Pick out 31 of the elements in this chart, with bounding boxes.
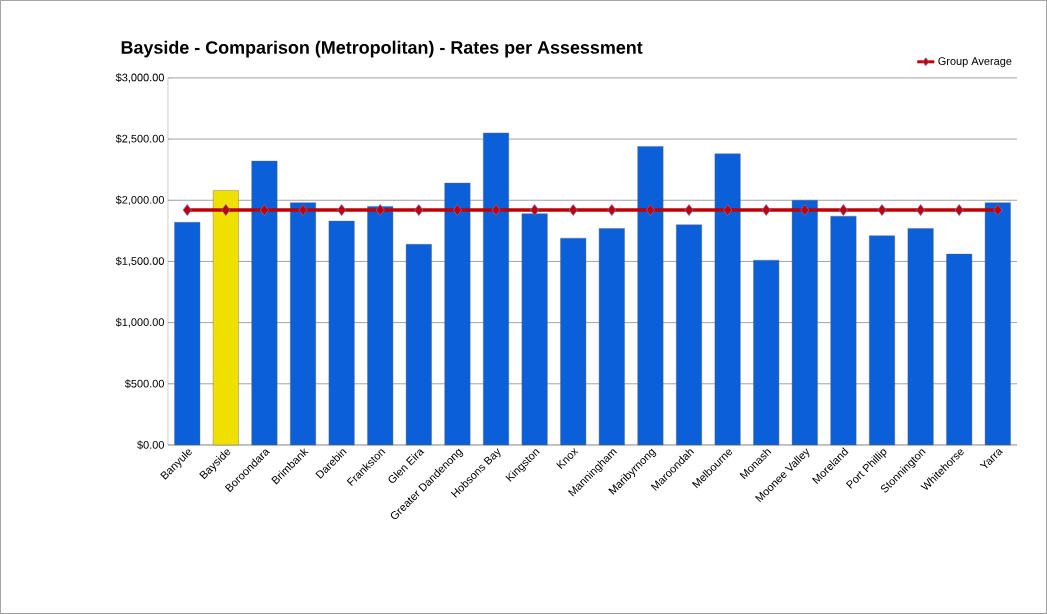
- bar: [791, 200, 818, 446]
- bar: [328, 220, 355, 446]
- bar: [212, 190, 239, 446]
- bar: [753, 260, 780, 446]
- bar: [946, 253, 973, 446]
- bar: [598, 228, 625, 446]
- y-tick-label: $500.00: [124, 379, 164, 389]
- bar: [676, 224, 702, 446]
- bar: [521, 213, 548, 446]
- y-tick-label: $1,000.00: [115, 317, 164, 328]
- bar: [830, 216, 857, 446]
- bar: [444, 182, 471, 446]
- bar: [483, 132, 509, 446]
- bar: [869, 235, 895, 446]
- bar: [714, 153, 741, 446]
- bar: [251, 160, 278, 446]
- bar: [984, 202, 1011, 446]
- y-tick-label: $1,500.00: [115, 256, 164, 267]
- y-tick-label: $2,000.00: [115, 195, 164, 206]
- y-tick-label: $2,500.00: [115, 134, 164, 144]
- bar: [405, 244, 432, 446]
- bar: [637, 146, 664, 446]
- bar: [367, 206, 394, 446]
- bar: [174, 222, 201, 446]
- y-tick-label: $0.00: [137, 440, 164, 450]
- bar: [290, 202, 316, 446]
- chart-title: Bayside - Comparison (Metropolitan) - Rates per Assessment: [121, 40, 643, 58]
- bar: [560, 238, 587, 446]
- bar: [907, 228, 934, 446]
- legend-label: Group Average: [938, 57, 1012, 68]
- y-tick-label: $3,000.00: [115, 73, 164, 83]
